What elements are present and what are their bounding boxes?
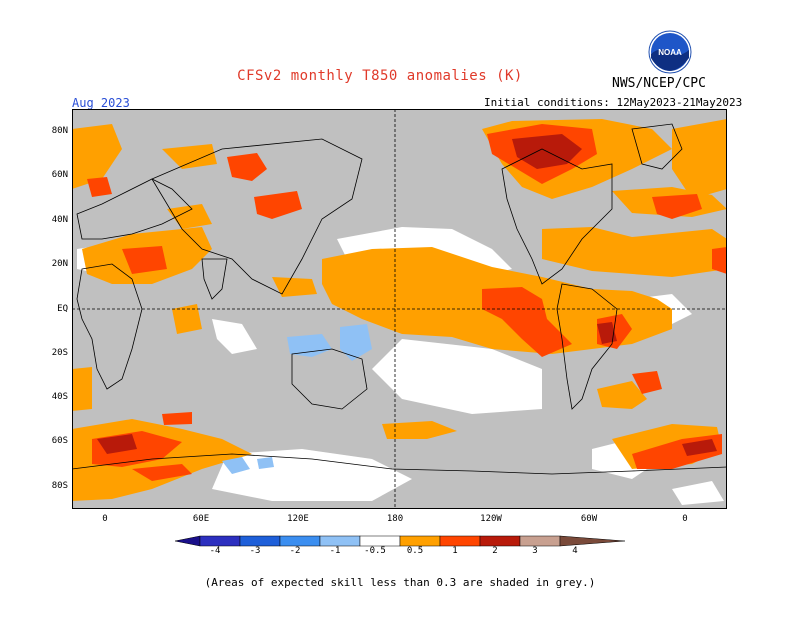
- coastline-south-america: [556, 283, 618, 410]
- coastline-europe: [76, 178, 193, 240]
- coastline-north-america: [501, 148, 613, 285]
- legend-swatch-minus-3-to-minus-2: [239, 535, 281, 547]
- coastline-asia: [151, 138, 363, 295]
- legend-tick-label: 1: [452, 546, 458, 556]
- map-border: [72, 109, 727, 509]
- legend-tick-label: -2: [289, 546, 301, 556]
- legend-tick-label: -1: [329, 546, 341, 556]
- lon-label: 60E: [192, 514, 210, 524]
- skill-footnote: (Areas of expected skill less than 0.3 a…: [204, 576, 596, 589]
- valid-month-label: Aug 2023: [72, 96, 130, 110]
- lat-label: 40N: [51, 215, 68, 225]
- lat-label: 60S: [51, 436, 68, 446]
- legend-swatch-below-minus-4: [174, 535, 201, 547]
- coastline-africa: [76, 263, 143, 390]
- legend-swatch-minus-1-to-minus-0.5: [319, 535, 361, 547]
- coastlines: [72, 123, 727, 475]
- coastline-greenland: [631, 123, 683, 170]
- lon-label: 0: [102, 514, 108, 524]
- lat-label: 60N: [51, 170, 68, 180]
- agency-label: NWS/NCEP/CPC: [612, 76, 706, 91]
- legend-swatch-minus-2-to-minus-1: [279, 535, 321, 547]
- legend-swatch-3-to-4: [519, 535, 561, 547]
- lat-label: 80N: [51, 126, 68, 136]
- coastline-antarctica: [72, 453, 727, 475]
- coastline-australia: [291, 348, 368, 410]
- legend-swatch-near-zero: [359, 535, 401, 547]
- legend-swatch-above-4: [559, 535, 626, 547]
- lat-label: 20S: [51, 348, 68, 358]
- legend-tick-label: -0.5: [364, 546, 386, 556]
- legend-swatch-2-to-3: [479, 535, 521, 547]
- lon-label: 120E: [287, 514, 309, 524]
- legend-tick-label: 4: [572, 546, 578, 556]
- legend-swatch-minus-4-to-minus-3: [199, 535, 241, 547]
- legend-swatch-0.5-to-1: [399, 535, 441, 547]
- map-title: CFSv2 monthly T850 anomalies (K): [237, 68, 523, 84]
- color-legend-bar: [174, 535, 626, 547]
- legend-tick-label: 3: [532, 546, 538, 556]
- legend-tick-label: -4: [209, 546, 221, 556]
- initial-conditions-label: Initial conditions: 12May2023-21May2023: [484, 96, 743, 109]
- cold-anomaly-regions: [222, 324, 372, 474]
- lat-label: 40S: [51, 392, 68, 402]
- lat-label: 80S: [51, 481, 68, 491]
- lon-label: 0: [682, 514, 688, 524]
- noaa-logo: NOAA: [648, 30, 692, 74]
- legend-tick-label: -3: [249, 546, 261, 556]
- legend-tick-label: 2: [492, 546, 498, 556]
- lon-label: 120W: [480, 514, 502, 524]
- lat-label: EQ: [57, 304, 68, 314]
- noaa-logo-text: NOAA: [658, 48, 682, 57]
- lat-label: 20N: [51, 259, 68, 269]
- lon-label: 180: [386, 514, 404, 524]
- lon-label: 60W: [580, 514, 598, 524]
- legend-tick-label: 0.5: [406, 546, 424, 556]
- coastline-india: [201, 258, 228, 300]
- anomaly-map: [72, 109, 727, 509]
- legend-swatch-1-to-2: [439, 535, 481, 547]
